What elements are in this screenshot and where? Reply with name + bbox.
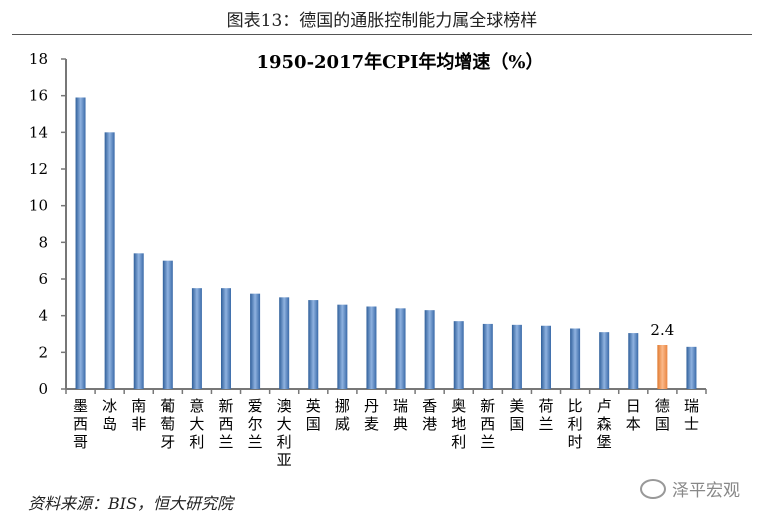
source-note: 资料来源：BIS，恒大研究院 [28, 494, 234, 513]
figure-title: 图表13：德国的通胀控制能力属全球榜样 [226, 11, 538, 31]
x-tick-label: 葡萄牙 [160, 397, 175, 451]
x-tick-label: 荷兰 [538, 397, 553, 433]
x-tick-label: 英国 [306, 397, 321, 433]
y-tick-label: 16 [29, 87, 48, 105]
x-tick-label: 爱尔兰 [248, 397, 263, 451]
bar [599, 332, 610, 389]
x-tick-label: 日本 [626, 397, 641, 433]
title-divider [12, 34, 752, 35]
y-tick-label: 18 [29, 50, 48, 68]
bar [366, 306, 377, 389]
bar-chart: 1950-2017年CPI年均增速（%） 0 2 4 6 8 10 12 14 16 18 墨西哥冰… [29, 50, 707, 469]
y-tick-label: 2 [38, 343, 48, 361]
x-tick-label: 挪威 [335, 397, 350, 433]
x-tick-label: 墨西哥 [73, 397, 88, 451]
bar [541, 325, 551, 389]
bar [657, 345, 668, 389]
x-tick-label: 澳大利亚 [277, 397, 292, 469]
bar [628, 333, 639, 389]
x-tick-label: 冰岛 [102, 397, 117, 433]
bar [686, 346, 697, 389]
bar [191, 288, 202, 389]
y-tick-label: 14 [29, 123, 48, 141]
bar [570, 328, 581, 389]
x-tick-label: 卢森堡 [597, 397, 612, 451]
x-tick-label: 新西兰 [480, 397, 495, 451]
x-tick-label: 香港 [422, 397, 437, 433]
x-tick-label: 新西兰 [218, 397, 233, 451]
x-tick-label: 丹麦 [364, 397, 379, 433]
x-tick-label: 瑞典 [393, 397, 408, 433]
bar [221, 288, 231, 389]
bar [337, 304, 348, 389]
x-tick-label: 美国 [509, 397, 524, 433]
x-tick-label: 南非 [131, 397, 146, 433]
y-tick-label: 10 [29, 197, 48, 215]
y-tick-label: 4 [38, 307, 48, 325]
bar [279, 297, 290, 389]
wechat-icon [640, 478, 666, 499]
y-tick-label: 6 [38, 270, 48, 288]
bar [250, 293, 261, 389]
y-tick-label: 8 [38, 233, 48, 251]
bar [482, 323, 493, 389]
x-tick-label: 瑞士 [684, 397, 699, 433]
y-tick-label: 0 [38, 380, 48, 398]
watermark: 泽平宏观 [640, 476, 740, 501]
x-tick-label: 意大利 [189, 397, 204, 451]
data-label: 2.4 [650, 321, 674, 339]
bar [75, 97, 86, 389]
chart-title: 1950-2017年CPI年均增速（%） [256, 51, 543, 73]
bar [424, 310, 435, 389]
x-tick-label: 奥地利 [451, 397, 466, 451]
x-tick-label: 德国 [655, 397, 670, 433]
y-tick-label: 12 [29, 160, 48, 178]
x-tick-label: 比利时 [568, 397, 583, 451]
bar [133, 253, 144, 389]
bar [453, 321, 464, 389]
bar [162, 260, 173, 389]
bar [511, 324, 522, 389]
bar [104, 132, 115, 390]
watermark-text: 泽平宏观 [672, 481, 740, 501]
bar [308, 300, 319, 389]
bar [395, 308, 406, 389]
